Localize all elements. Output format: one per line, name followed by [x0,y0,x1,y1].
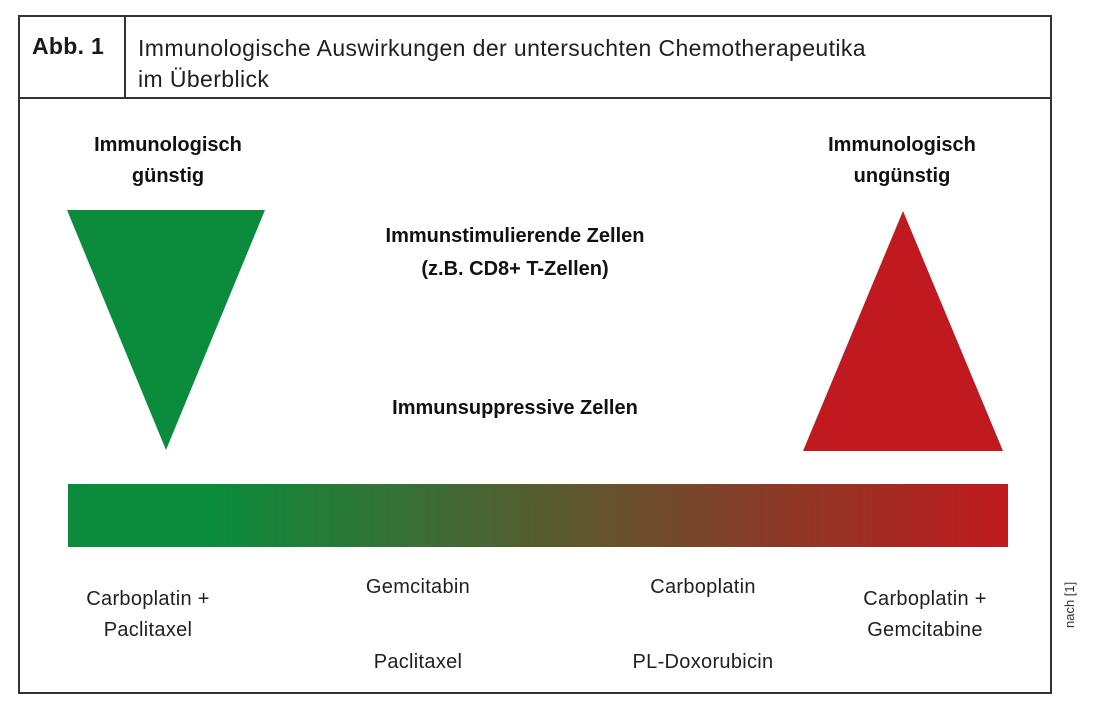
favorable-triangle [67,210,265,450]
drug-group-1: Carboplatin + Paclitaxel [48,584,248,646]
drug-group-4: Carboplatin + Gemcitabine [825,584,1025,646]
unfavorable-heading: Immunologisch ungünstig [782,130,1022,192]
immunology-gradient-bar [68,484,1008,547]
drug-group-2-bottom-text: Paclitaxel [373,651,463,673]
drug-group-3-top-text: Carboplatin [650,576,756,598]
stimulating-cells-line1: Immunstimulierende Zellen [385,225,645,247]
favorable-heading-line1: Immunologisch [94,134,242,156]
drug-group-3-bottom-text: PL-Doxorubicin [632,651,774,673]
figure-box: Abb. 1 Immunologische Auswirkungen der u… [18,15,1052,694]
favorable-triangle-shape [67,210,265,450]
drug-group-3-top: Carboplatin [603,572,803,603]
favorable-heading: Immunologisch günstig [48,130,288,192]
stimulating-cells-label: Immunstimulierende Zellen (z.B. CD8+ T-Z… [310,220,720,286]
unfavorable-triangle [803,211,1003,451]
suppressive-cells-label: Immunsuppressive Zellen [310,392,720,425]
unfavorable-heading-line2: ungünstig [853,165,951,187]
source-note: nach [1] [1062,581,1077,628]
figure-title: Immunologische Auswirkungen der untersuc… [138,33,1018,95]
drug-group-3-bottom: PL-Doxorubicin [603,647,803,678]
figure-label: Abb. 1 [20,17,126,97]
drug-group-1-line2: Paclitaxel [103,619,193,641]
drug-group-1-line1: Carboplatin + [86,588,210,610]
favorable-heading-line2: günstig [131,165,205,187]
unfavorable-triangle-shape [803,211,1003,451]
drug-group-2-top: Gemcitabin [318,572,518,603]
drug-group-4-line1: Carboplatin + [863,588,987,610]
drug-group-2-top-text: Gemcitabin [365,576,471,598]
figure-header: Abb. 1 Immunologische Auswirkungen der u… [20,17,1050,99]
drug-group-2-bottom: Paclitaxel [318,647,518,678]
stimulating-cells-line2: (z.B. CD8+ T-Zellen) [421,258,609,280]
figure-title-line2: im Überblick [138,66,270,92]
suppressive-cells-text: Immunsuppressive Zellen [392,397,638,419]
figure-title-line1: Immunologische Auswirkungen der untersuc… [138,35,866,61]
unfavorable-heading-line1: Immunologisch [828,134,976,156]
drug-group-4-line2: Gemcitabine [867,619,983,641]
